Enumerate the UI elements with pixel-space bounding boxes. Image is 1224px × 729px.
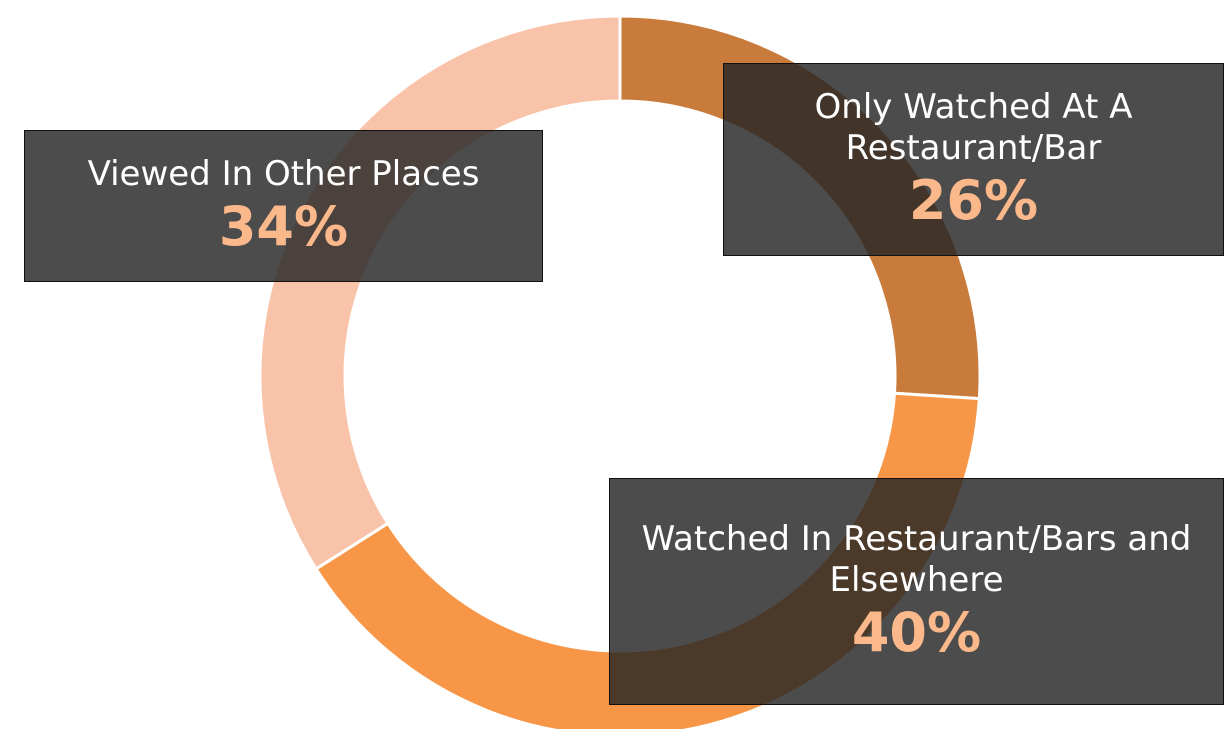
label-box: Viewed In Other Places 34% (24, 130, 543, 282)
value-label: 40% (851, 600, 982, 664)
category-label: Only Watched At A Restaurant/Bar (814, 86, 1133, 169)
label-box: Watched In Restaurant/Bars and Elsewhere… (609, 478, 1224, 705)
value-label: 26% (908, 168, 1039, 232)
value-label: 34% (218, 194, 349, 258)
category-label: Viewed In Other Places (87, 154, 480, 195)
label-box: Only Watched At A Restaurant/Bar 26% (723, 63, 1224, 256)
donut-segment (258, 14, 622, 571)
category-label: Watched In Restaurant/Bars and Elsewhere (641, 518, 1192, 601)
